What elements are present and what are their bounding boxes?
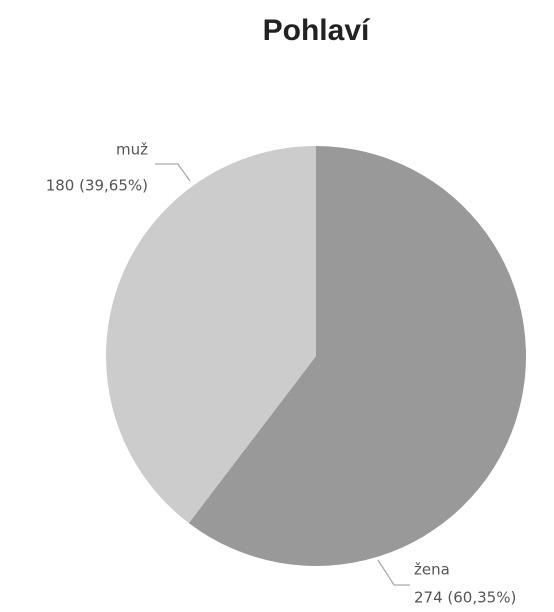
pie-slice [105,146,316,524]
leader-line [155,163,191,182]
slice-value-label: 274 (60,35%) [414,589,516,607]
slice-value-label: 180 (39,65%) [46,177,148,195]
slice-label: žena [414,561,450,579]
pie-slice [188,146,526,566]
slice-label: muž [116,141,148,159]
chart-title: Pohlaví [263,14,371,47]
leader-line [377,559,410,586]
